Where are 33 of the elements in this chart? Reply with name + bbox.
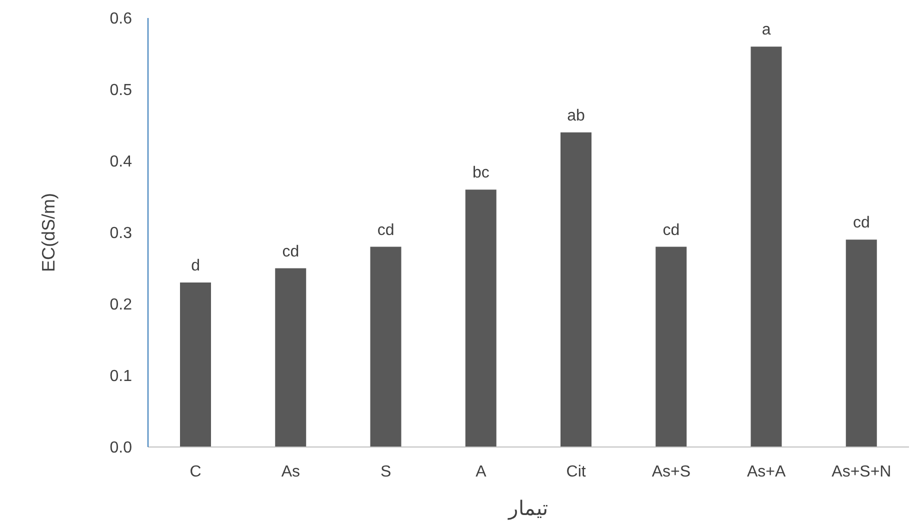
bar [180,282,211,447]
x-tick-label: S [380,463,392,480]
x-tick-label: As [281,463,300,480]
annotation: a [762,22,771,39]
annotation: cd [377,222,394,239]
x-axis-title: تیمار [508,498,548,520]
annotation: d [191,258,200,275]
x-tick-label: A [476,463,487,480]
annotation: bc [472,164,490,182]
annotation: cd [662,222,680,239]
bar [370,246,402,447]
annotation: cd [852,214,870,232]
y-tick-label: 0.1 [110,368,132,386]
y-tick-label: 0.6 [110,10,132,28]
bar [846,240,877,447]
y-axis-title: EC(dS/m) [38,192,58,272]
y-tick-label: 0.0 [110,440,132,457]
annotation: cd [282,243,300,260]
x-tick-label: C [190,463,202,480]
bar [656,246,687,447]
y-tick-label: 0.5 [110,82,132,100]
bar [275,268,306,447]
annotation: ab [567,107,586,124]
bar [750,46,782,447]
bar [465,190,496,447]
y-tick-label: 0.3 [110,225,132,242]
x-tick-label: As+S [652,463,691,480]
bar [560,132,592,447]
y-tick-label: 0.2 [110,296,132,314]
x-tick-label: As+A [746,463,786,480]
x-tick-label: As+S+N [832,463,892,480]
x-tick-label: Cit [566,463,586,480]
y-tick-label: 0.4 [110,154,132,171]
